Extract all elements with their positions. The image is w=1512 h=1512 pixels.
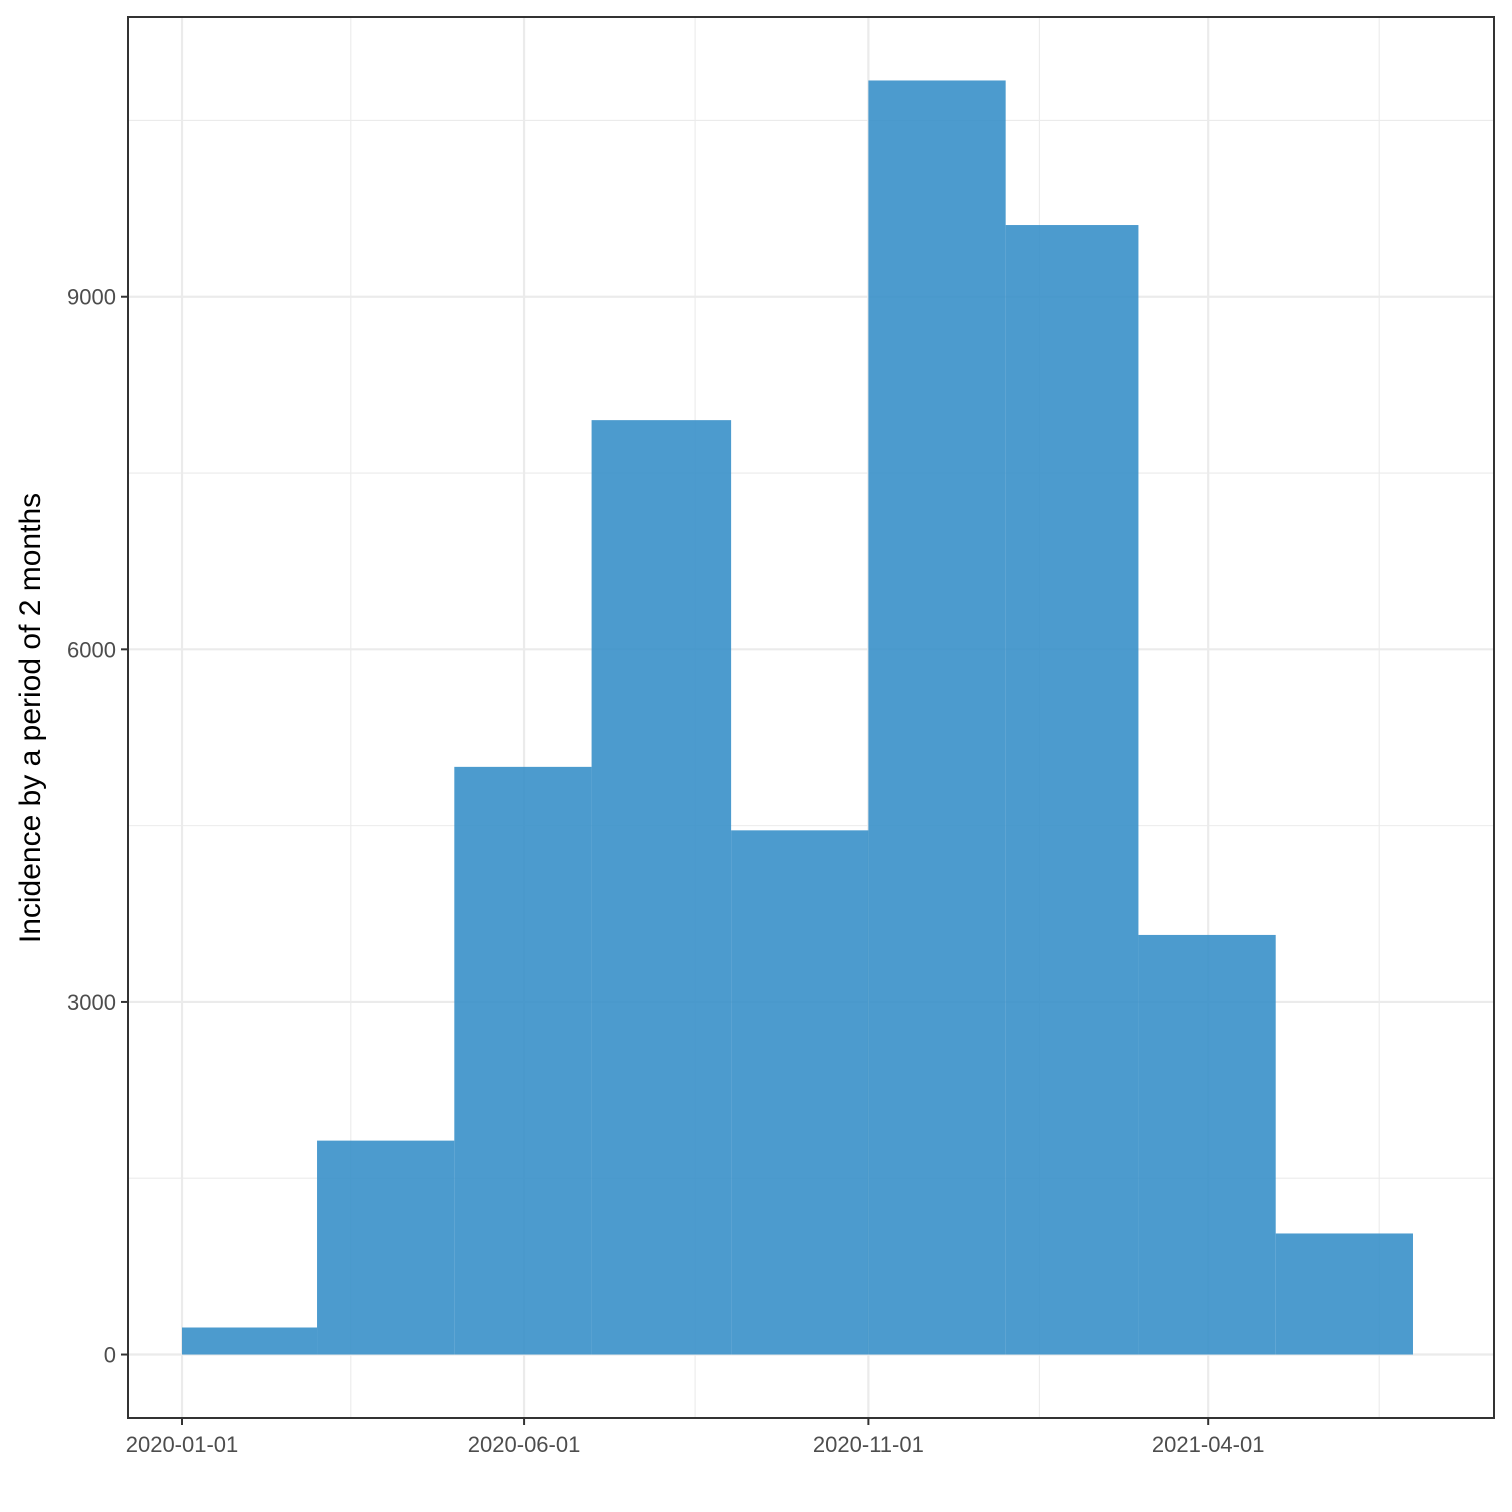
histogram-bar-5	[731, 830, 869, 1355]
histogram-bar-9	[1275, 1233, 1413, 1355]
panel-border	[127, 16, 1495, 1419]
y-tick-label: 6000	[67, 637, 116, 662]
histogram-bar-8	[1138, 934, 1276, 1355]
x-tick-label: 2020-11-01	[813, 1432, 924, 1457]
plot-panel: 0 3000 6000 9000 2020-01-01 2020-06-01 2020-11…	[67, 16, 1495, 1457]
histogram-bar-7	[1005, 225, 1139, 1355]
y-tick-label: 3000	[67, 990, 116, 1015]
x-tick-label: 2021-04-01	[1152, 1432, 1265, 1457]
histogram-bar-1	[182, 1327, 318, 1355]
y-tick-label: 9000	[67, 285, 116, 310]
x-tick-label: 2020-06-01	[468, 1432, 581, 1457]
histogram-bar-3	[454, 766, 592, 1355]
histogram-bar-6	[868, 80, 1006, 1355]
x-tick-label: 2020-01-01	[126, 1432, 239, 1457]
y-tick-label: 0	[104, 1343, 116, 1368]
y-axis-title: Incidence by a period of 2 months	[14, 493, 47, 943]
histogram-bar-4	[591, 420, 732, 1355]
histogram-bar-2	[317, 1140, 455, 1355]
